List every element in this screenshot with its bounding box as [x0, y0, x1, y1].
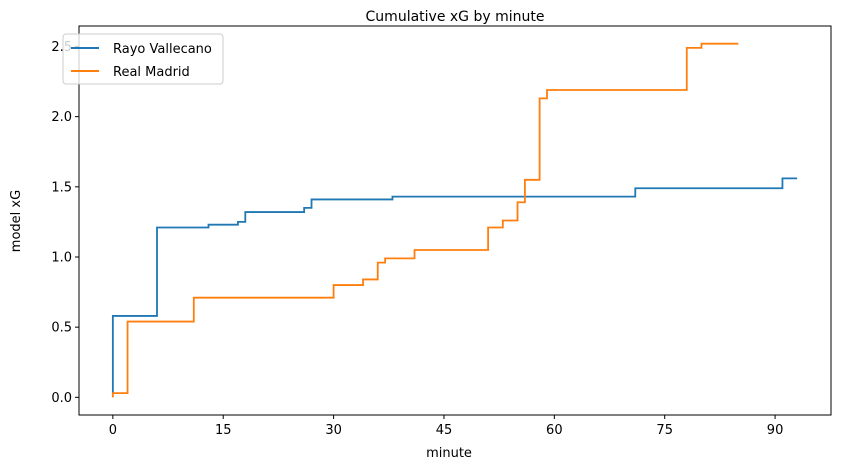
series-layer: [111, 42, 798, 398]
legend: Rayo Vallecano Real Madrid: [62, 33, 224, 85]
x-axis-label: minute: [426, 446, 472, 461]
x-tick-label: 15: [215, 423, 232, 438]
axes-frame: [78, 25, 832, 416]
x-axis-ticks: 0 15 30 45 60 75 90: [109, 415, 784, 438]
series-line-rayo-vallecano: [111, 177, 798, 394]
chart-title: Cumulative xG by minute: [366, 9, 545, 25]
y-axis-ticks: 0.00.51.01.52.02.5: [51, 40, 79, 406]
x-tick-label: 0: [109, 423, 117, 438]
x-tick-label: 90: [767, 423, 784, 438]
y-axis-label: model xG: [9, 190, 24, 252]
series-line-real-madrid: [111, 42, 739, 398]
x-tick-label: 75: [656, 423, 673, 438]
y-tick-label: 2.0: [51, 110, 72, 125]
y-tick-label: 0.5: [51, 321, 72, 336]
y-tick-label: 0.0: [51, 391, 72, 406]
y-tick-label: 1.0: [51, 250, 72, 265]
x-tick-label: 45: [436, 423, 453, 438]
legend-label-rayo-vallecano: Rayo Vallecano: [113, 42, 212, 57]
legend-label-real-madrid: Real Madrid: [113, 65, 190, 80]
x-tick-label: 30: [325, 423, 342, 438]
x-tick-label: 60: [546, 423, 563, 438]
plot-area: [79, 26, 831, 415]
y-tick-label: 1.5: [51, 180, 72, 195]
